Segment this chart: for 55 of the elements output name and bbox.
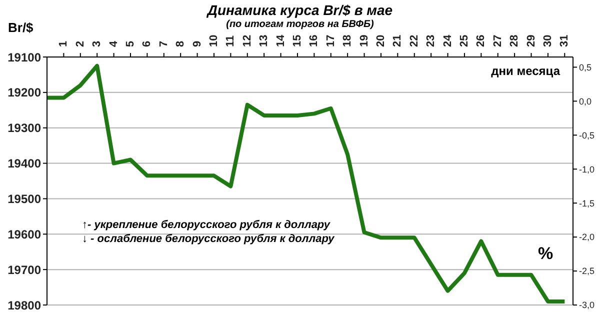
x-tick-label: 27 bbox=[492, 34, 504, 47]
y2-axis-title: % bbox=[538, 244, 554, 264]
x-tick-label: 30 bbox=[542, 34, 554, 47]
annotation: ↑- укрепление белорусского рубля к доллару bbox=[82, 219, 330, 231]
x-tick-label: 10 bbox=[208, 34, 220, 47]
x-tick-label: 15 bbox=[291, 34, 304, 47]
y2-tick-label: -3,0 bbox=[579, 300, 595, 310]
x-tick-label: 13 bbox=[258, 34, 270, 47]
x-tick-label: 11 bbox=[224, 35, 237, 47]
y-tick-label: 19600 bbox=[8, 227, 42, 242]
x-tick-label: 14 bbox=[274, 34, 287, 47]
x-tick-label: 26 bbox=[475, 34, 488, 47]
x-tick-label: 9 bbox=[191, 40, 204, 47]
x-tick-label: 21 bbox=[392, 34, 404, 47]
x-tick-label: 12 bbox=[241, 34, 254, 47]
x-tick-label: 3 bbox=[91, 40, 104, 47]
y-axis-title: Br/$ bbox=[8, 20, 34, 35]
y-tick-label: 19700 bbox=[8, 262, 42, 277]
x-tick-label: 17 bbox=[324, 34, 337, 47]
x-tick-label: 7 bbox=[158, 40, 170, 47]
chart-subtitle: (по итогам торгов на БВФБ) bbox=[226, 19, 374, 30]
x-tick-label: 8 bbox=[174, 40, 187, 47]
annotation: ↓ - ослабление белорусского рубля к доллару bbox=[82, 233, 334, 245]
line-series bbox=[47, 64, 567, 304]
x-tick-label: 16 bbox=[308, 34, 320, 47]
x-tick-label: 24 bbox=[442, 34, 454, 47]
y2-tick-label: -1,0 bbox=[579, 164, 595, 174]
x-tick-label: 31 bbox=[558, 34, 571, 47]
y2-tick-label: -2,0 bbox=[579, 232, 595, 242]
x-tick-label: 29 bbox=[525, 34, 538, 47]
x-tick-label: 23 bbox=[425, 34, 438, 47]
y2-tick-label: -0,5 bbox=[579, 130, 595, 140]
x-tick-label: 1 bbox=[58, 40, 70, 47]
x-tick-label: 28 bbox=[508, 34, 521, 47]
y-tick-label: 19800 bbox=[8, 298, 42, 312]
x-tick-label: 19 bbox=[358, 34, 370, 47]
chart-title: Динамика курса Br/$ в мае bbox=[206, 2, 394, 18]
y-tick-label: 19200 bbox=[8, 86, 42, 100]
y-tick-label: 19300 bbox=[8, 121, 42, 136]
y2-tick-label: 0,0 bbox=[579, 96, 592, 106]
y-tick-label: 19100 bbox=[8, 50, 42, 64]
y-tick-label: 19400 bbox=[8, 156, 42, 171]
y2-tick-label: -2,5 bbox=[579, 266, 595, 276]
y2-tick-label: 0,5 bbox=[579, 62, 592, 72]
x-tick-label: 18 bbox=[342, 34, 354, 47]
x-axis-title: дни месяца bbox=[491, 64, 560, 78]
x-tick-label: 5 bbox=[124, 40, 136, 47]
y-tick-label: 19500 bbox=[8, 192, 42, 206]
x-tick-label: 6 bbox=[141, 40, 154, 47]
x-tick-label: 4 bbox=[108, 40, 120, 47]
x-tick-label: 25 bbox=[458, 34, 470, 47]
x-tick-label: 2 bbox=[74, 40, 86, 47]
y2-tick-label: -1,5 bbox=[579, 198, 595, 208]
x-tick-label: 20 bbox=[374, 34, 387, 47]
x-tick-label: 22 bbox=[408, 34, 420, 47]
